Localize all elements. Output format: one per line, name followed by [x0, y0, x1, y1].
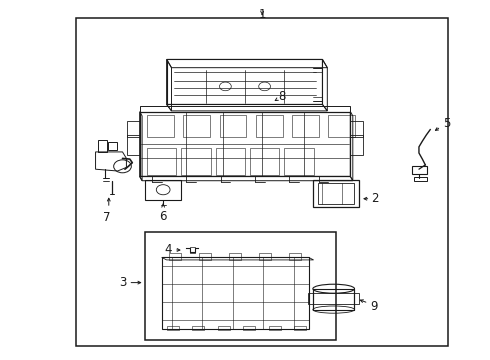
Bar [190, 247, 195, 253]
Bar [313, 180, 359, 207]
Bar [76, 18, 448, 346]
Text: 4: 4 [164, 243, 171, 256]
Text: 5: 5 [443, 117, 451, 130]
Text: 3: 3 [119, 276, 126, 289]
Text: 6: 6 [159, 210, 167, 222]
Bar [350, 121, 363, 137]
Bar [216, 148, 245, 175]
Bar [192, 326, 204, 330]
Bar [229, 253, 241, 260]
Text: 1: 1 [258, 8, 266, 21]
Bar [127, 135, 140, 155]
Bar [243, 326, 255, 330]
Bar [127, 121, 140, 137]
Bar [199, 253, 211, 260]
Bar [308, 293, 359, 304]
Text: 2: 2 [371, 192, 379, 205]
Text: 7: 7 [103, 211, 111, 224]
Bar [292, 115, 319, 137]
Bar [218, 326, 230, 330]
Bar [250, 148, 279, 175]
Bar [256, 115, 283, 137]
Bar [145, 232, 336, 340]
Bar [181, 148, 211, 175]
Bar [350, 135, 363, 155]
Bar [259, 253, 271, 260]
Bar [167, 326, 179, 330]
Bar [162, 257, 309, 329]
Bar [313, 289, 354, 310]
Bar [169, 253, 181, 260]
Bar [289, 253, 301, 260]
Text: 8: 8 [278, 90, 286, 103]
Bar [328, 115, 355, 137]
Bar [318, 183, 354, 204]
Bar [147, 148, 176, 175]
Text: 9: 9 [370, 300, 377, 313]
Bar [414, 177, 427, 181]
Bar [269, 326, 281, 330]
Bar [147, 115, 174, 137]
Bar [145, 180, 181, 200]
Bar [220, 115, 246, 137]
Bar [294, 326, 306, 330]
Bar [412, 166, 427, 174]
Bar [284, 148, 314, 175]
Bar [183, 115, 210, 137]
